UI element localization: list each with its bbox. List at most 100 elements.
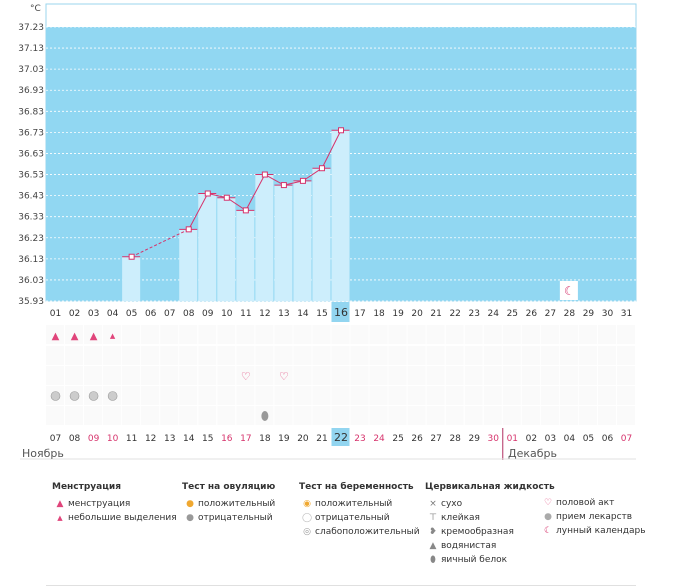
- cycle-day-label: 23: [468, 309, 479, 319]
- mark-cell: [331, 325, 350, 344]
- mark-cell: [407, 366, 426, 385]
- legend-label: сухо: [441, 499, 463, 509]
- mark-cell: [141, 406, 160, 425]
- mark-cell: [331, 346, 350, 365]
- preg-positive-icon: ◉: [303, 499, 311, 509]
- cycle-day-label: 30: [602, 309, 614, 319]
- mark-cell: [369, 325, 388, 344]
- cycle-day-label: 08: [183, 309, 195, 319]
- mark-cell: [141, 366, 160, 385]
- mark-cell: [521, 386, 540, 405]
- mark-cell: [217, 325, 236, 344]
- mark-cell: [540, 406, 559, 425]
- drop-big-icon: ▲: [56, 499, 64, 509]
- mark-cell: [122, 366, 141, 385]
- legend-title-cervical: Цервикальная жидкость: [425, 482, 555, 492]
- mark-cell: [122, 406, 141, 425]
- mark-cell: [597, 386, 616, 405]
- mark-cell: [274, 325, 293, 344]
- y-tick-label: 36.03: [18, 276, 44, 286]
- preg-negative-icon: ◯: [301, 513, 313, 523]
- creamy-icon: ❥: [429, 527, 437, 537]
- cycle-day-label: 22: [449, 309, 460, 319]
- mark-cell: [312, 366, 331, 385]
- drop-big-icon: ▲: [71, 331, 79, 342]
- drop-small-icon: ▲: [57, 514, 63, 522]
- mark-cell: [293, 346, 312, 365]
- mark-cell: [141, 346, 160, 365]
- legend-label: положительный: [198, 499, 276, 509]
- date-label: 16: [221, 434, 233, 444]
- mark-cell: [179, 346, 198, 365]
- legend-other: ♡ половой акт ● прием лекарств ☾ лунный кал…: [540, 496, 646, 538]
- legend-title-ovulation: Тест на овуляцию: [182, 482, 276, 492]
- mark-cell: [597, 325, 616, 344]
- mark-cell: [578, 406, 597, 425]
- date-label: 13: [164, 434, 175, 444]
- mark-cell: [578, 325, 597, 344]
- date-label: 08: [69, 434, 81, 444]
- mark-cell: [464, 406, 483, 425]
- date-label: 29: [468, 434, 480, 444]
- cycle-day-label: 13: [278, 309, 289, 319]
- cycle-day-label: 04: [107, 309, 119, 319]
- cycle-day-label: 14: [297, 309, 309, 319]
- mark-cell: [274, 346, 293, 365]
- mark-cell: [483, 325, 502, 344]
- temperature-line: [207, 193, 227, 199]
- mark-cell: [198, 366, 217, 385]
- mark-cell: [540, 366, 559, 385]
- cycle-day-label: 31: [621, 309, 632, 319]
- temperature-bar: [122, 256, 141, 301]
- mark-cell: [84, 346, 103, 365]
- test-positive-icon: ●: [186, 499, 194, 509]
- temperature-point: [204, 190, 211, 197]
- date-label: 24: [373, 434, 385, 444]
- mark-cell: [502, 366, 521, 385]
- cycle-day-label: 03: [88, 309, 99, 319]
- moon-icon: ☾: [543, 526, 553, 536]
- drop-big-icon: ▲: [90, 331, 98, 342]
- mark-cell: [84, 406, 103, 425]
- mark-cell: [293, 325, 312, 344]
- temperature-point: [338, 127, 344, 134]
- date-label: 04: [564, 434, 576, 444]
- mark-cell: [198, 346, 217, 365]
- cycle-day-label: 02: [69, 309, 80, 319]
- mark-cell: [255, 366, 274, 385]
- mark-cell: [217, 366, 236, 385]
- legend-label: яичный белок: [441, 555, 508, 565]
- y-tick-label: 37.23: [18, 23, 44, 33]
- mark-cell: [141, 325, 160, 344]
- mark-cell: [312, 386, 331, 405]
- mark-cell: [217, 346, 236, 365]
- mark-cell: [559, 346, 578, 365]
- eggwhite-icon: ⬮: [430, 555, 436, 565]
- watery-icon: ▲: [429, 541, 437, 551]
- mark-cell: [426, 366, 445, 385]
- temperature-point: [318, 165, 325, 172]
- y-tick-label: 36.43: [18, 192, 44, 202]
- date-label: 03: [545, 434, 556, 444]
- temperature-bar: [331, 130, 350, 301]
- temperature-line: [264, 174, 285, 186]
- mark-cell: [464, 325, 483, 344]
- mark-cell: [464, 386, 483, 405]
- y-tick-label: 36.63: [18, 149, 44, 159]
- date-label: 19: [278, 434, 290, 444]
- sticky-icon: ⊤: [429, 513, 437, 523]
- cycle-day-label: 20: [411, 309, 423, 319]
- mark-cell: [331, 366, 350, 385]
- date-label: 26: [411, 434, 423, 444]
- temperature-line: [226, 197, 247, 211]
- mark-cell: [65, 406, 84, 425]
- date-label: 06: [602, 434, 614, 444]
- mark-cell: [445, 386, 464, 405]
- cycle-day-label: 17: [354, 309, 365, 319]
- temperature-point: [261, 171, 268, 178]
- mark-cell: [350, 325, 369, 344]
- mark-cell: [198, 325, 217, 344]
- mark-cell: [616, 325, 635, 344]
- mark-cell: [312, 406, 331, 425]
- drop-big-icon: ▲: [52, 331, 60, 342]
